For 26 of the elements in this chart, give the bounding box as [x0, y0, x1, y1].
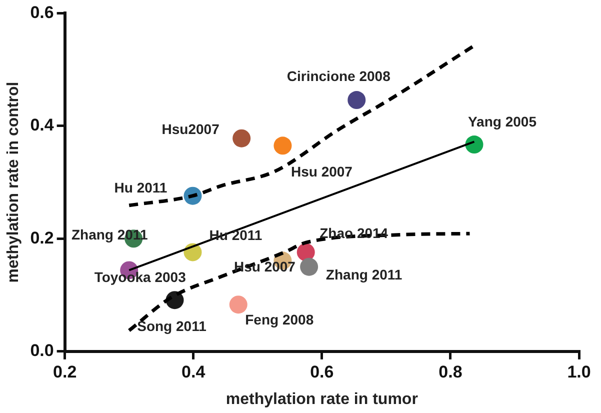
y-tick-label: 0.2	[30, 228, 54, 248]
annotation: Yang 2005	[468, 113, 537, 130]
point	[300, 258, 318, 276]
annotation: Hsu 2007	[290, 164, 353, 180]
y-axis-title: methylation rate in control	[5, 82, 22, 283]
y-tick-label: 0.0	[30, 341, 54, 360]
annotation: Toyooka 2003	[94, 269, 186, 286]
point	[465, 136, 484, 154]
annotation: Feng 2008	[245, 311, 314, 328]
x-axis-title: methylation rate in tumor	[226, 390, 418, 408]
point	[229, 296, 248, 314]
y-tick-label: 0.6	[30, 2, 54, 22]
point	[274, 136, 292, 155]
x-tick-label: 0.2	[53, 362, 77, 382]
annotation: Zhang 2011	[326, 266, 402, 283]
x-tick-label: 0.6	[310, 362, 334, 382]
annotation: Hu 2011	[114, 180, 168, 196]
annotation: Cirincione 2008	[286, 68, 391, 84]
x-tick-label: 0.8	[438, 362, 462, 382]
annotation: Hsu2007	[162, 121, 220, 138]
point	[232, 129, 251, 148]
x-tick-label: 0.4	[182, 362, 206, 382]
annotation: Song 2011	[137, 318, 207, 334]
x-tick-label: 1.0	[567, 362, 591, 382]
point	[348, 91, 366, 110]
y-tick-label: 0.4	[30, 116, 54, 135]
